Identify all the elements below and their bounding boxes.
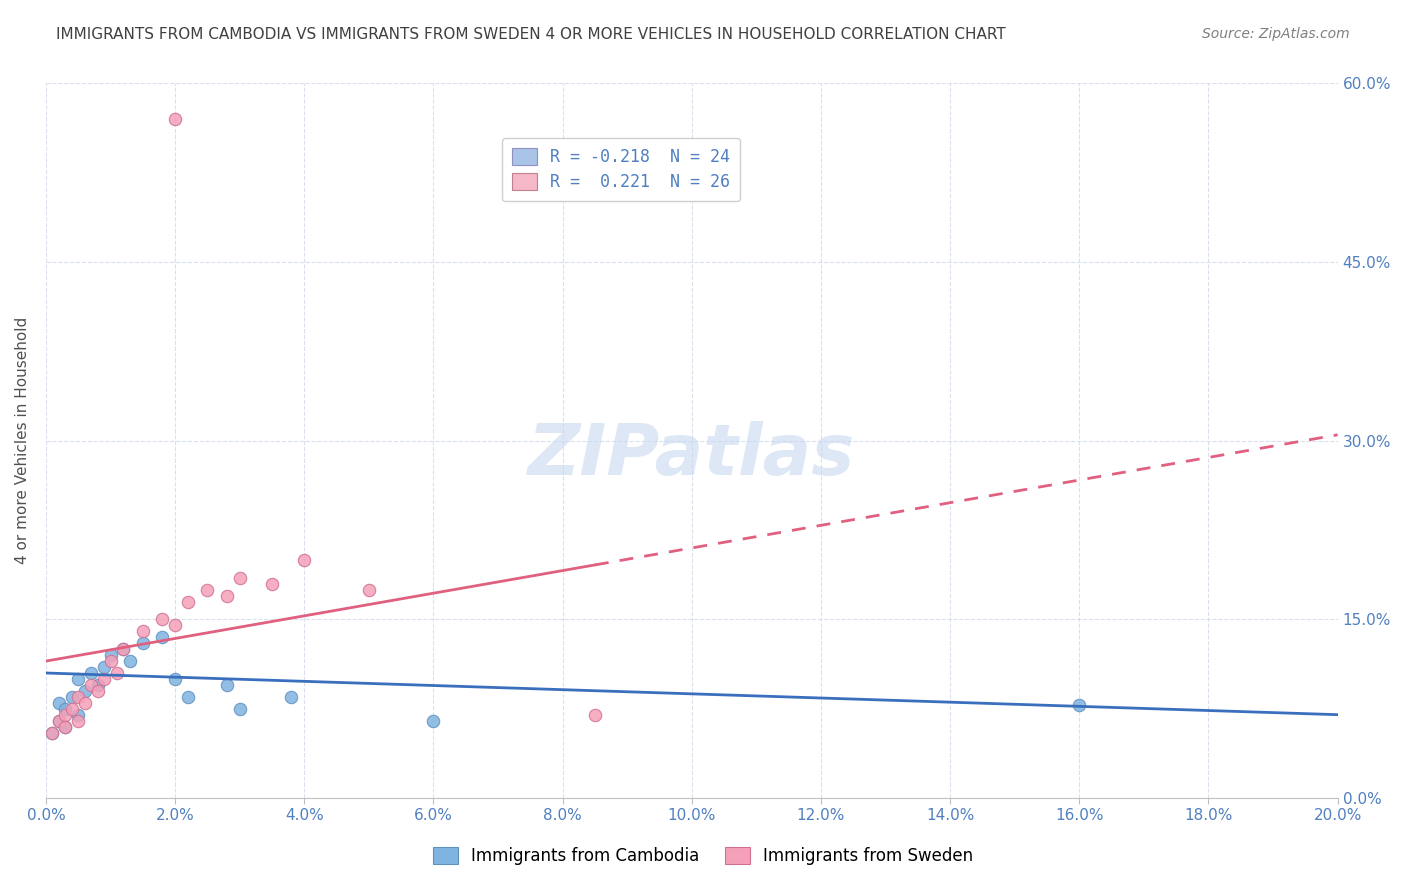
Point: [150, 630, 173, 644]
Point: [41, 725, 63, 739]
Point: [48, 714, 70, 728]
Point: [165, 112, 187, 127]
Point: [93, 660, 115, 674]
Point: [357, 582, 380, 597]
Point: [60, 702, 83, 716]
Point: [80, 665, 103, 680]
Point: [228, 702, 250, 716]
Point: [73, 696, 96, 710]
Point: [177, 594, 200, 608]
Point: [100, 648, 122, 662]
Text: IMMIGRANTS FROM CAMBODIA VS IMMIGRANTS FROM SWEDEN 4 OR MORE VEHICLES IN HOUSEHO: IMMIGRANTS FROM CAMBODIA VS IMMIGRANTS F…: [56, 27, 1005, 42]
Point: [292, 553, 315, 567]
Point: [112, 642, 135, 657]
Point: [67, 714, 90, 728]
Point: [100, 654, 122, 668]
Point: [132, 636, 155, 650]
Point: [112, 642, 135, 657]
Point: [260, 576, 283, 591]
Point: [86, 684, 108, 698]
Point: [86, 678, 108, 692]
Point: [228, 571, 250, 585]
Point: [80, 678, 103, 692]
Text: ZIPatlas: ZIPatlas: [529, 420, 855, 490]
Text: Source: ZipAtlas.com: Source: ZipAtlas.com: [1202, 27, 1350, 41]
Point: [105, 665, 128, 680]
Point: [177, 690, 200, 704]
Point: [215, 589, 238, 603]
Point: [67, 690, 90, 704]
Point: [118, 654, 141, 668]
Point: [53, 720, 76, 734]
Point: [48, 714, 70, 728]
Point: [67, 672, 90, 686]
Point: [583, 707, 606, 722]
Point: [48, 696, 70, 710]
Point: [53, 707, 76, 722]
Point: [280, 690, 302, 704]
Point: [150, 612, 173, 626]
Point: [422, 714, 444, 728]
Legend: Immigrants from Cambodia, Immigrants from Sweden: Immigrants from Cambodia, Immigrants fro…: [423, 837, 983, 875]
Y-axis label: 4 or more Vehicles in Household: 4 or more Vehicles in Household: [15, 318, 30, 565]
Point: [60, 690, 83, 704]
Point: [93, 672, 115, 686]
Point: [73, 684, 96, 698]
Point: [165, 618, 187, 632]
Point: [197, 582, 219, 597]
Point: [215, 678, 238, 692]
Point: [67, 707, 90, 722]
Point: [53, 720, 76, 734]
Point: [41, 725, 63, 739]
Legend: R = -0.218  N = 24, R =  0.221  N = 26: R = -0.218 N = 24, R = 0.221 N = 26: [502, 138, 740, 202]
Point: [1069, 698, 1091, 713]
Point: [165, 672, 187, 686]
Point: [53, 702, 76, 716]
Point: [132, 624, 155, 639]
